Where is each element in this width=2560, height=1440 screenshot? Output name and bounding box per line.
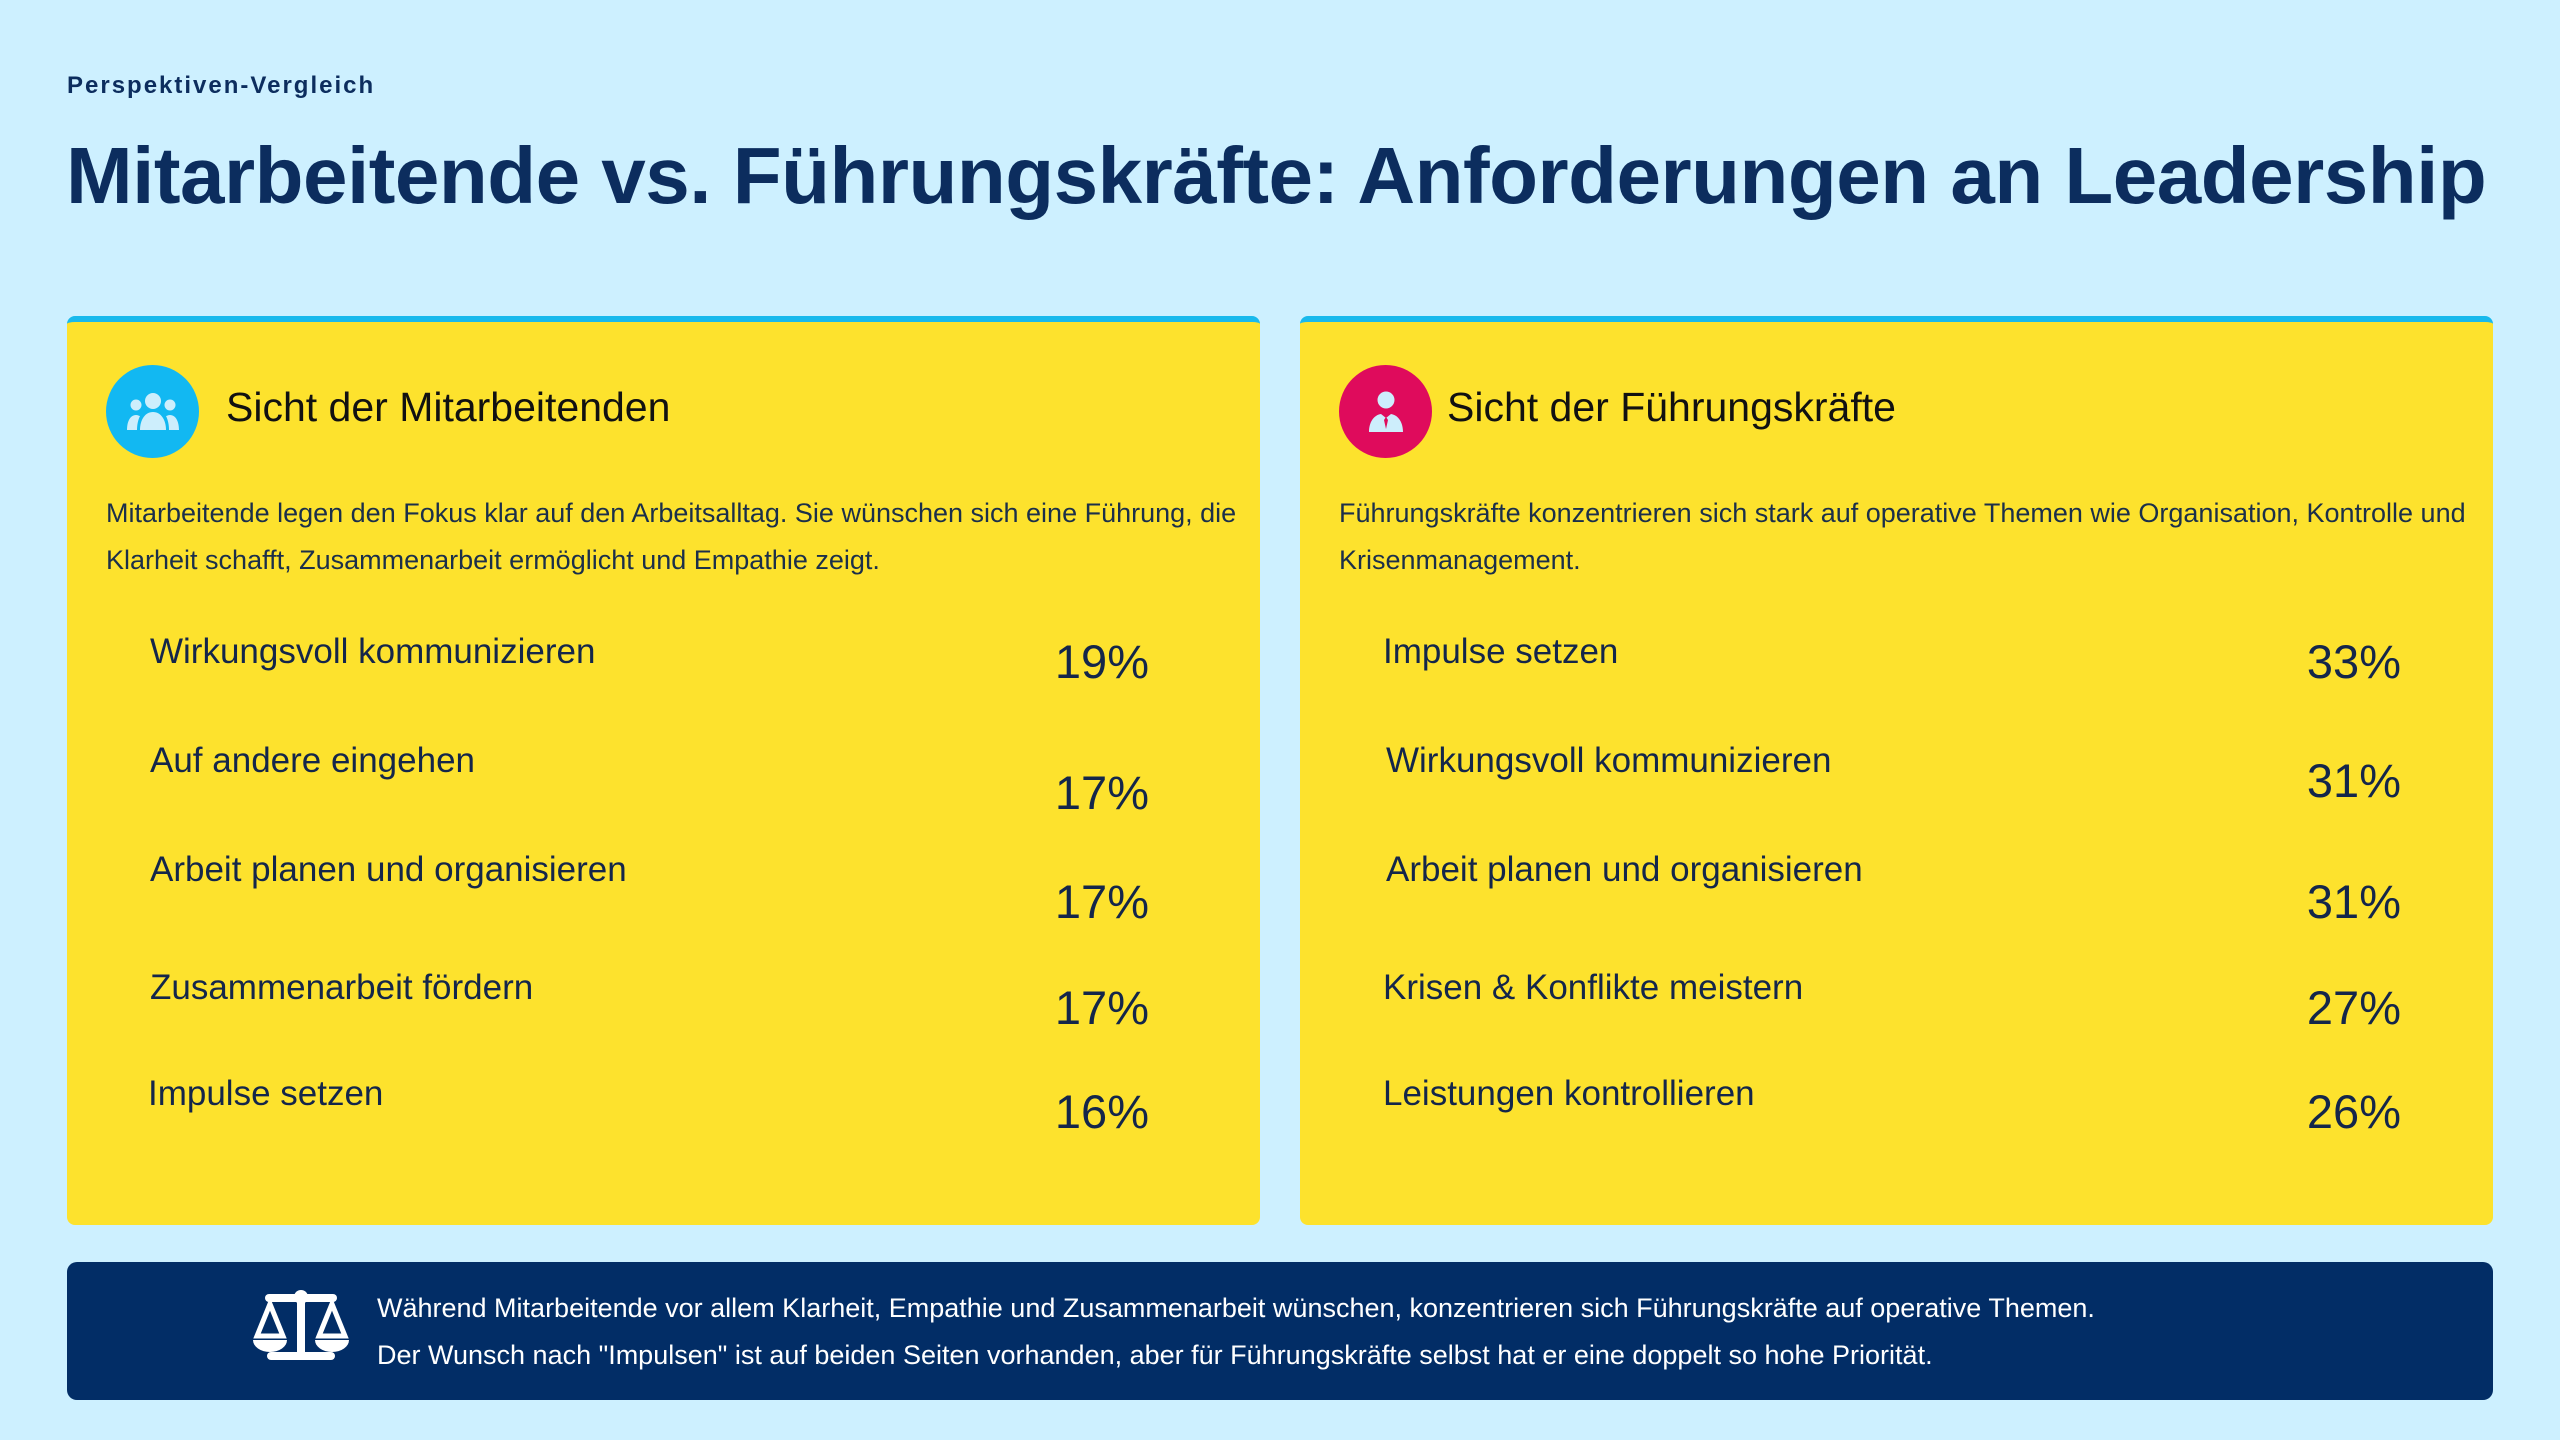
- item-label: Impulse setzen: [148, 1074, 384, 1113]
- scales-icon: [253, 1290, 349, 1371]
- list-item: Auf andere eingehen 17%: [67, 741, 1260, 819]
- item-value: 31%: [2306, 754, 2401, 807]
- list-item: Arbeit planen und organisieren 31%: [1300, 850, 2493, 928]
- employees-heading: Sicht der Mitarbeitenden: [226, 384, 671, 430]
- list-item: Wirkungsvoll kommunizieren 19%: [67, 632, 1260, 692]
- summary-line-2: Der Wunsch nach "Impulsen" ist auf beide…: [377, 1340, 1933, 1370]
- item-value: 27%: [2306, 981, 2401, 1034]
- list-item: Impulse setzen 16%: [67, 1074, 1260, 1138]
- leaders-card: Sicht der Führungskräfte Führungskräfte …: [1300, 316, 2493, 1225]
- item-label: Auf andere eingehen: [150, 741, 475, 780]
- list-item: Arbeit planen und organisieren 17%: [67, 850, 1260, 928]
- businessman-icon: [1339, 365, 1432, 458]
- leaders-heading: Sicht der Führungskräfte: [1447, 384, 1896, 430]
- item-value: 31%: [2306, 875, 2401, 928]
- item-label: Impulse setzen: [1383, 632, 1619, 671]
- item-value: 17%: [1054, 875, 1149, 928]
- list-item: Impulse setzen 33%: [1300, 632, 2493, 692]
- item-label: Zusammenarbeit fördern: [150, 968, 534, 1007]
- item-label: Wirkungsvoll kommunizieren: [1386, 741, 1832, 780]
- list-item: Krisen & Konflikte meistern 27%: [1300, 968, 2493, 1034]
- group-icon: [106, 365, 199, 458]
- employees-description: Mitarbeitende legen den Fokus klar auf d…: [106, 498, 1237, 575]
- item-value: 33%: [2306, 635, 2401, 688]
- item-value: 17%: [1054, 766, 1149, 819]
- list-item: Wirkungsvoll kommunizieren 31%: [1300, 741, 2493, 807]
- item-label: Krisen & Konflikte meistern: [1383, 968, 1804, 1007]
- leaders-description: Führungskräfte konzentrieren sich stark …: [1339, 498, 2466, 575]
- item-value: 17%: [1054, 981, 1149, 1034]
- employees-card: Sicht der Mitarbeitenden Mitarbeitende l…: [67, 316, 1260, 1225]
- list-item: Zusammenarbeit fördern 17%: [67, 968, 1260, 1034]
- item-label: Wirkungsvoll kommunizieren: [150, 632, 596, 671]
- item-label: Arbeit planen und organisieren: [150, 850, 627, 889]
- page-title: Mitarbeitende vs. Führungskräfte: Anford…: [66, 131, 2487, 220]
- item-value: 19%: [1054, 635, 1149, 688]
- list-item: Leistungen kontrollieren 26%: [1300, 1074, 2493, 1138]
- item-value: 16%: [1054, 1085, 1149, 1138]
- item-label: Arbeit planen und organisieren: [1386, 850, 1863, 889]
- item-value: 26%: [2306, 1085, 2401, 1138]
- item-label: Leistungen kontrollieren: [1383, 1074, 1755, 1113]
- summary-banner: Während Mitarbeitende vor allem Klarheit…: [67, 1262, 2493, 1400]
- kicker: Perspektiven-Vergleich: [67, 72, 376, 99]
- summary-line-1: Während Mitarbeitende vor allem Klarheit…: [377, 1293, 2095, 1323]
